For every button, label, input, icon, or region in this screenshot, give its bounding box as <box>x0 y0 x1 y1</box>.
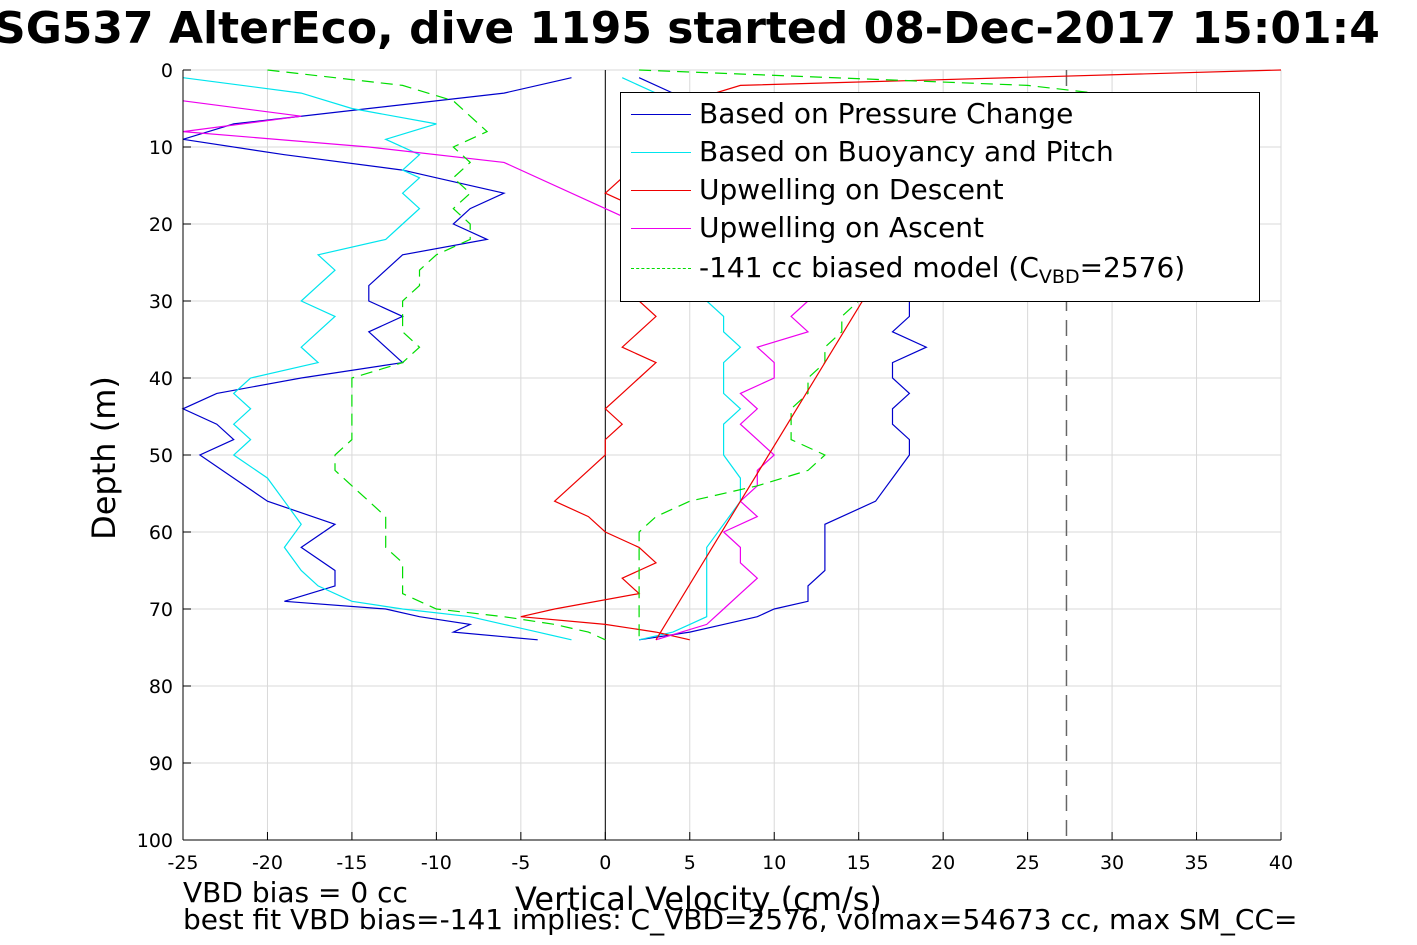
legend-model-sub: VBD <box>1038 266 1080 288</box>
y-axis-label: Depth (m) <box>85 376 123 540</box>
x-tick-label: 25 <box>1016 852 1040 874</box>
y-tick-label: 0 <box>161 60 173 82</box>
footer-best-fit: best fit VBD bias=-141 implies: C_VBD=25… <box>183 903 1298 936</box>
series-model-descent <box>267 69 606 641</box>
x-tick-label: -25 <box>167 852 198 874</box>
legend-label-buoyancy: Based on Buoyancy and Pitch <box>699 135 1114 168</box>
legend-swatch-buoyancy <box>631 152 691 153</box>
x-tick-label: -20 <box>252 852 283 874</box>
legend-swatch-model <box>631 268 691 269</box>
legend-item-up-descent: Upwelling on Descent <box>621 171 1259 209</box>
legend-item-buoyancy: Based on Buoyancy and Pitch <box>621 133 1259 171</box>
legend-label-model: -141 cc biased model (CVBD=2576) <box>699 249 1185 296</box>
y-tick-label: 80 <box>149 676 173 698</box>
legend-item-up-ascent: Upwelling on Ascent <box>621 209 1259 247</box>
y-tick-label: 90 <box>149 753 173 775</box>
y-tick-label: 60 <box>149 522 173 544</box>
y-tick-label: 30 <box>149 291 173 313</box>
legend-item-pressure: Based on Pressure Change <box>621 95 1259 133</box>
footer-vbd-bias: VBD bias = 0 cc <box>183 876 408 909</box>
x-tick-label: -5 <box>511 852 530 874</box>
y-tick-label: 50 <box>149 445 173 467</box>
y-tick-label: 20 <box>149 214 173 236</box>
y-tick-label: 10 <box>149 137 173 159</box>
x-tick-label: -10 <box>421 852 452 874</box>
legend-item-model: -141 cc biased model (CVBD=2576) <box>621 249 1259 288</box>
x-tick-label: 20 <box>931 852 955 874</box>
chart-title: SG537 AlterEco, dive 1195 started 08-Dec… <box>0 3 1380 54</box>
tick-labels: -25 -20 -15 -10 -5 0 5 10 15 20 25 30 35 40 0 10 20 30 40 5… <box>137 60 1293 874</box>
legend-model-suffix: =2576) <box>1079 251 1186 284</box>
legend-label-up-ascent: Upwelling on Ascent <box>699 211 985 244</box>
x-tick-label: 10 <box>762 852 786 874</box>
legend-swatch-up-descent <box>631 190 691 191</box>
legend-swatch-pressure <box>631 114 691 115</box>
series-pressure-descent <box>181 77 572 641</box>
legend-label-pressure: Based on Pressure Change <box>699 97 1074 130</box>
legend-label-up-descent: Upwelling on Descent <box>699 173 1004 206</box>
legend: Based on Pressure Change Based on Buoyan… <box>620 92 1260 302</box>
x-tick-label: 15 <box>847 852 871 874</box>
x-tick-label: 30 <box>1100 852 1124 874</box>
legend-swatch-up-ascent <box>631 228 691 229</box>
fit-line <box>655 292 868 641</box>
x-tick-label: 5 <box>684 852 696 874</box>
x-tick-label: 40 <box>1269 852 1293 874</box>
legend-model-prefix: -141 cc biased model (C <box>699 251 1039 284</box>
axes-frame <box>182 69 1282 841</box>
y-tick-label: 100 <box>137 830 173 852</box>
x-tick-label: 0 <box>599 852 611 874</box>
y-tick-label: 40 <box>149 368 173 390</box>
y-tick-label: 70 <box>149 599 173 621</box>
series-buoyancy-descent <box>182 77 572 641</box>
x-tick-label: -15 <box>336 852 367 874</box>
x-tick-label: 35 <box>1184 852 1208 874</box>
x-axis-label: Vertical Velocity (cm/s) <box>515 880 882 918</box>
